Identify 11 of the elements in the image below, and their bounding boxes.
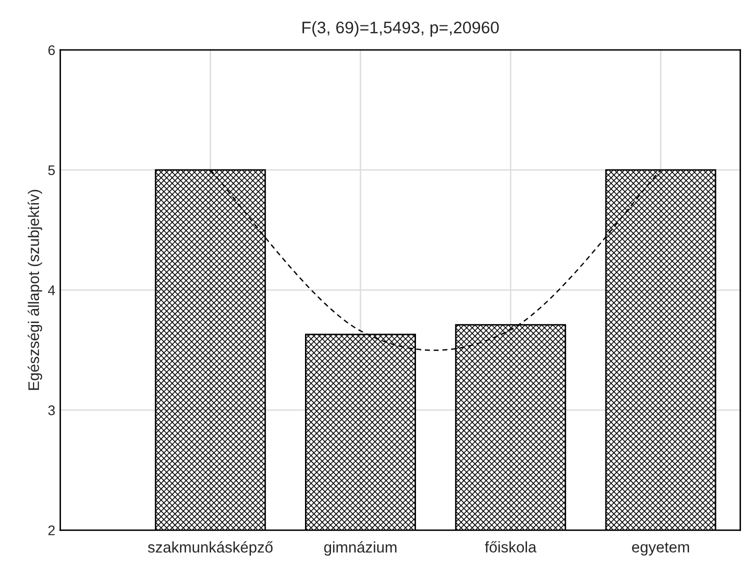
x-tick-label: gimnázium: [324, 541, 396, 556]
y-tick-label: 2: [48, 525, 55, 536]
x-tick-label: főiskola: [484, 541, 537, 552]
y-tick-label: 3: [48, 405, 55, 416]
y-axis-title: Egészségi állapot (szubjektív): [28, 190, 42, 390]
chart-title: F(3, 69)=1,5493, p=,20960: [302, 21, 499, 37]
x-tick-label: szakmunkásképző: [148, 541, 273, 556]
y-tick-label: 4: [48, 286, 55, 296]
x-tick-label: egyetem: [632, 542, 690, 556]
y-tick-label: 6: [48, 45, 55, 56]
y-tick-label: 5: [48, 165, 55, 176]
